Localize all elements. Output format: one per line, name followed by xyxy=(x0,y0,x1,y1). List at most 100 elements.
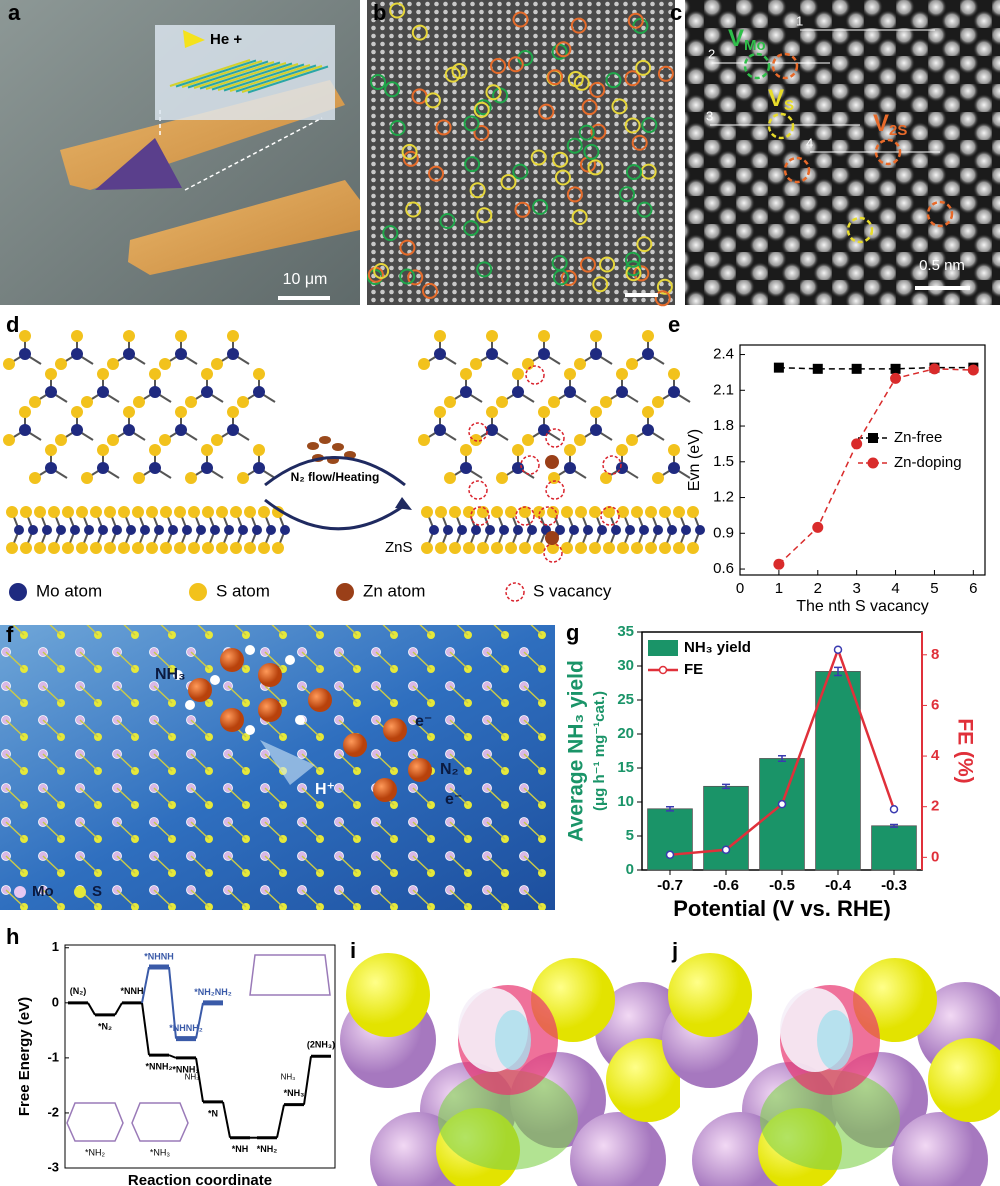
mo-atom xyxy=(112,525,122,535)
s-atom xyxy=(574,434,586,446)
defect-marker xyxy=(389,119,406,136)
defect-marker xyxy=(581,99,598,116)
y-tick-label: 20 xyxy=(617,725,634,742)
connector xyxy=(276,1104,285,1138)
atom-sphere xyxy=(308,688,332,712)
connector xyxy=(303,1056,312,1105)
s-atom xyxy=(185,472,197,484)
x-tick-label: 3 xyxy=(852,580,860,597)
mo-atom xyxy=(196,525,206,535)
y-tick-label: 5 xyxy=(626,827,634,844)
panel-label: g xyxy=(566,620,579,645)
mo-atom xyxy=(45,386,57,398)
s-atom xyxy=(564,368,576,380)
s-atom xyxy=(548,472,560,484)
y-tick-label: 2.1 xyxy=(713,381,734,398)
s-atom xyxy=(258,506,270,518)
fe-marker xyxy=(833,645,843,654)
arrowhead xyxy=(395,497,412,510)
s-atom xyxy=(81,396,93,408)
error-bar xyxy=(722,783,730,790)
s-atom xyxy=(188,506,200,518)
s-atom xyxy=(519,542,531,554)
defect-marker xyxy=(405,201,422,218)
defect-marker xyxy=(571,209,588,226)
defect-marker xyxy=(547,69,564,86)
s-atom xyxy=(211,358,223,370)
legend-label: NH₃ yield xyxy=(684,639,751,656)
s-atom xyxy=(253,444,265,456)
s-atom xyxy=(62,542,74,554)
defect-marker xyxy=(611,98,628,115)
mo-atom xyxy=(123,424,135,436)
s-atom xyxy=(202,506,214,518)
y-tick-label: 1 xyxy=(52,939,59,954)
s-atom xyxy=(463,506,475,518)
arrow xyxy=(264,498,406,531)
y-tick-label: -1 xyxy=(47,1049,59,1064)
defect-marker xyxy=(399,268,416,285)
defect-marker xyxy=(561,270,578,287)
s-atom xyxy=(687,506,699,518)
legend-label: S atom xyxy=(216,581,270,600)
mo-atom xyxy=(668,386,680,398)
h-atom xyxy=(185,700,195,710)
mo-atom xyxy=(667,525,677,535)
lattice-row xyxy=(223,63,305,92)
mo-atom xyxy=(168,525,178,535)
s-atom xyxy=(133,472,145,484)
defect-marker xyxy=(624,70,641,87)
mo-atom xyxy=(513,525,523,535)
vacancy xyxy=(545,428,565,448)
connector xyxy=(141,966,150,1004)
process-label: N₂ flow/Heating xyxy=(291,470,380,484)
s-atom xyxy=(600,396,612,408)
y-tick-label: -3 xyxy=(47,1159,59,1174)
x-tick-label: 2 xyxy=(814,580,822,597)
s-atom xyxy=(538,406,550,418)
mo-atom xyxy=(227,348,239,360)
mo-atom xyxy=(123,348,135,360)
x-axis-title: Reaction coordinate xyxy=(128,1172,272,1186)
inset-structure xyxy=(249,954,331,996)
s-atom xyxy=(272,542,284,554)
s-atom xyxy=(19,406,31,418)
panel-label: j xyxy=(671,938,678,963)
s-atom xyxy=(237,396,249,408)
mo-atom xyxy=(538,348,550,360)
level-label: *NH₂ xyxy=(257,1144,278,1154)
zn-atom xyxy=(545,455,559,469)
panel-label: b xyxy=(373,0,386,25)
s-atom xyxy=(29,396,41,408)
defect-marker xyxy=(555,41,572,58)
bar xyxy=(759,758,805,871)
s-atom xyxy=(97,368,109,380)
mo-atom xyxy=(527,525,537,535)
legend-label: Zn-free xyxy=(894,429,942,446)
s-atom xyxy=(3,434,15,446)
marker xyxy=(773,558,785,570)
s-atom xyxy=(175,406,187,418)
defect-marker xyxy=(618,186,635,203)
s-atom xyxy=(123,330,135,342)
defect-marker xyxy=(473,101,490,118)
s-atom xyxy=(418,434,430,446)
y2-tick-label: 4 xyxy=(931,747,940,764)
connector xyxy=(195,1002,204,1039)
s-atom xyxy=(62,506,74,518)
legend-label: S vacancy xyxy=(533,581,612,600)
panel-label: e xyxy=(668,312,680,337)
s-atom xyxy=(216,542,228,554)
s-sphere xyxy=(668,953,752,1037)
defect-marker xyxy=(490,57,507,74)
defect-marker xyxy=(402,150,419,167)
defect-marker xyxy=(641,117,658,134)
level-label: *NH₃ xyxy=(284,1088,305,1098)
s-atom xyxy=(201,444,213,456)
defect-marker xyxy=(424,92,441,109)
s-atom xyxy=(444,472,456,484)
mo-atom xyxy=(149,386,161,398)
y-tick-label: -2 xyxy=(47,1104,59,1119)
s-atom xyxy=(564,444,576,456)
scale-label: 10 μm xyxy=(283,271,328,288)
